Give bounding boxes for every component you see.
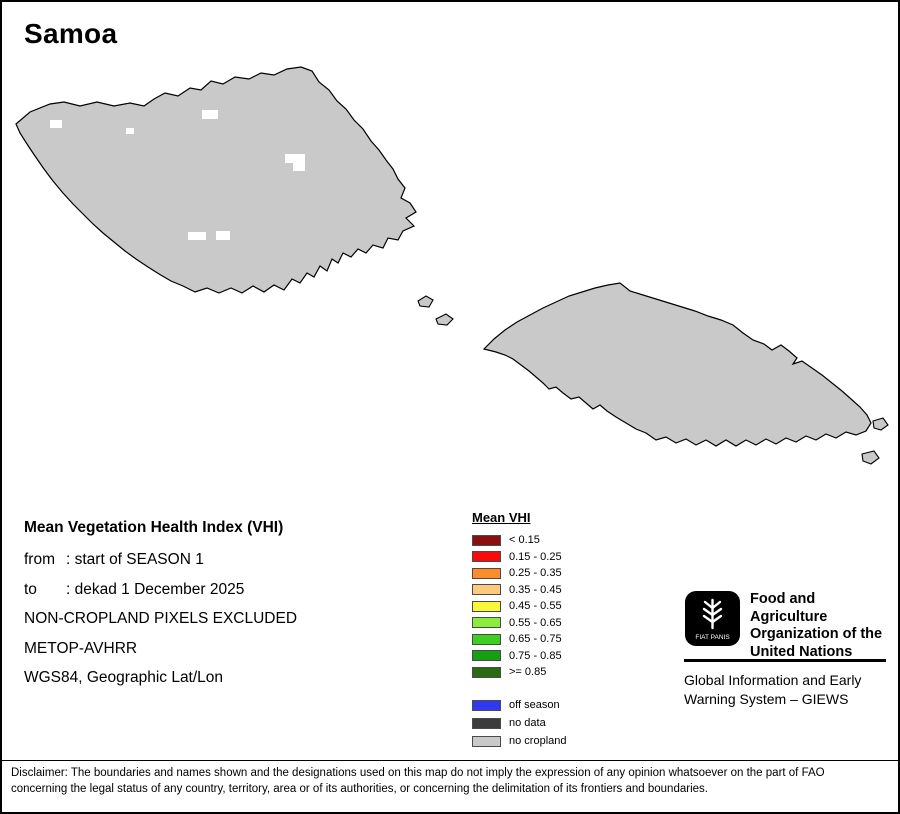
map-nodata-patch: [293, 163, 305, 171]
map-nodata-patch: [126, 128, 134, 134]
map-nodata-patch: [50, 120, 62, 128]
legend-row: 0.15 - 0.25: [472, 551, 567, 563]
legend-swatch: [472, 551, 501, 562]
legend-extras: off season no data no cropland: [472, 699, 567, 747]
fao-motto: FIAT PANIS: [695, 634, 730, 641]
map-islet: [435, 313, 454, 326]
legend-swatch: [472, 717, 501, 729]
legend-swatch: [472, 617, 501, 628]
info-line-noncropland: NON-CROPLAND PIXELS EXCLUDED: [24, 610, 298, 627]
legend-label: off season: [509, 699, 560, 711]
info-to-label: to: [24, 580, 37, 598]
info-line-to: to : dekad 1 December 2025: [24, 581, 297, 599]
disclaimer-divider: [2, 760, 898, 761]
samoa-map: [15, 66, 889, 465]
legend-swatch: [472, 584, 501, 595]
legend-label: 0.25 - 0.35: [509, 567, 562, 579]
giews-label: Global Information and Early Warning Sys…: [684, 672, 862, 707]
map-nodata-patch: [202, 110, 218, 119]
legend-swatch: [472, 666, 501, 678]
disclaimer-line: concerning the legal status of any count…: [11, 782, 708, 795]
legend-label: 0.15 - 0.25: [509, 550, 562, 563]
info-from-value: : start of SEASON 1: [66, 551, 204, 568]
legend-swatch: [472, 699, 501, 711]
legend-title: Mean VHI: [472, 510, 531, 525]
fao-divider: [684, 659, 886, 662]
disclaimer: Disclaimer: The boundaries and names sho…: [11, 766, 825, 797]
legend-row: no cropland: [472, 735, 567, 747]
legend-row: 0.25 - 0.35: [472, 567, 567, 579]
info-line-from: from : start of SEASON 1: [24, 551, 297, 569]
legend-row: 0.65 - 0.75: [472, 633, 567, 645]
map-island-east: [482, 282, 872, 447]
legend-label: 0.45 - 0.55: [509, 600, 562, 612]
info-line-sensor: METOP-AVHRR: [24, 639, 138, 657]
map-island-west: [15, 66, 417, 294]
legend-label: < 0.15: [509, 534, 540, 546]
info-to-value: : dekad 1 December 2025: [66, 580, 245, 598]
info-heading: Mean Vegetation Health Index (VHI): [24, 519, 284, 536]
legend-swatch: [472, 735, 501, 747]
fao-block: FIAT PANIS Food and Agriculture Organiza…: [684, 590, 886, 715]
legend-row: < 0.15: [472, 534, 567, 546]
legend-swatch: [472, 600, 501, 612]
legend-swatch: [472, 650, 501, 661]
legend-row: 0.75 - 0.85: [472, 650, 567, 662]
legend-row: 0.45 - 0.55: [472, 600, 567, 612]
legend-label: no data: [509, 717, 546, 729]
legend-label: 0.65 - 0.75: [509, 633, 562, 645]
map-nodata-patch: [285, 154, 305, 163]
legend-row: no data: [472, 717, 567, 729]
page-title: Samoa: [24, 18, 118, 49]
legend: Mean VHI < 0.15 0.15 - 0.25 0.25 - 0.35 …: [472, 510, 567, 753]
info-from-label: from: [24, 551, 55, 568]
legend-label: no cropland: [509, 735, 567, 747]
legend-label: 0.35 - 0.45: [509, 583, 562, 596]
legend-row: >= 0.85: [472, 666, 567, 678]
fao-logo: FIAT PANIS: [685, 591, 740, 646]
map-info-block: Mean Vegetation Health Index (VHI) from …: [24, 519, 297, 699]
disclaimer-line: Disclaimer: The boundaries and names sho…: [11, 767, 825, 779]
legend-swatch: [472, 633, 501, 645]
legend-label: 0.55 - 0.65: [509, 616, 562, 629]
map-nodata-patch: [188, 232, 206, 240]
legend-label: 0.75 - 0.85: [509, 649, 562, 662]
legend-label: >= 0.85: [509, 666, 547, 678]
legend-row: off season: [472, 699, 567, 711]
map-islet: [417, 295, 434, 308]
legend-row: 0.35 - 0.45: [472, 584, 567, 596]
map-nodata-patch: [216, 231, 230, 240]
legend-swatch: [472, 567, 501, 579]
legend-swatch: [472, 534, 501, 546]
map-islet: [872, 417, 889, 431]
wheat-icon: [702, 598, 723, 630]
info-line-projection: WGS84, Geographic Lat/Lon: [24, 669, 224, 686]
fao-org-name: Food and Agriculture Organization of the…: [750, 591, 883, 660]
legend-row: 0.55 - 0.65: [472, 617, 567, 629]
map-islet: [861, 450, 880, 465]
